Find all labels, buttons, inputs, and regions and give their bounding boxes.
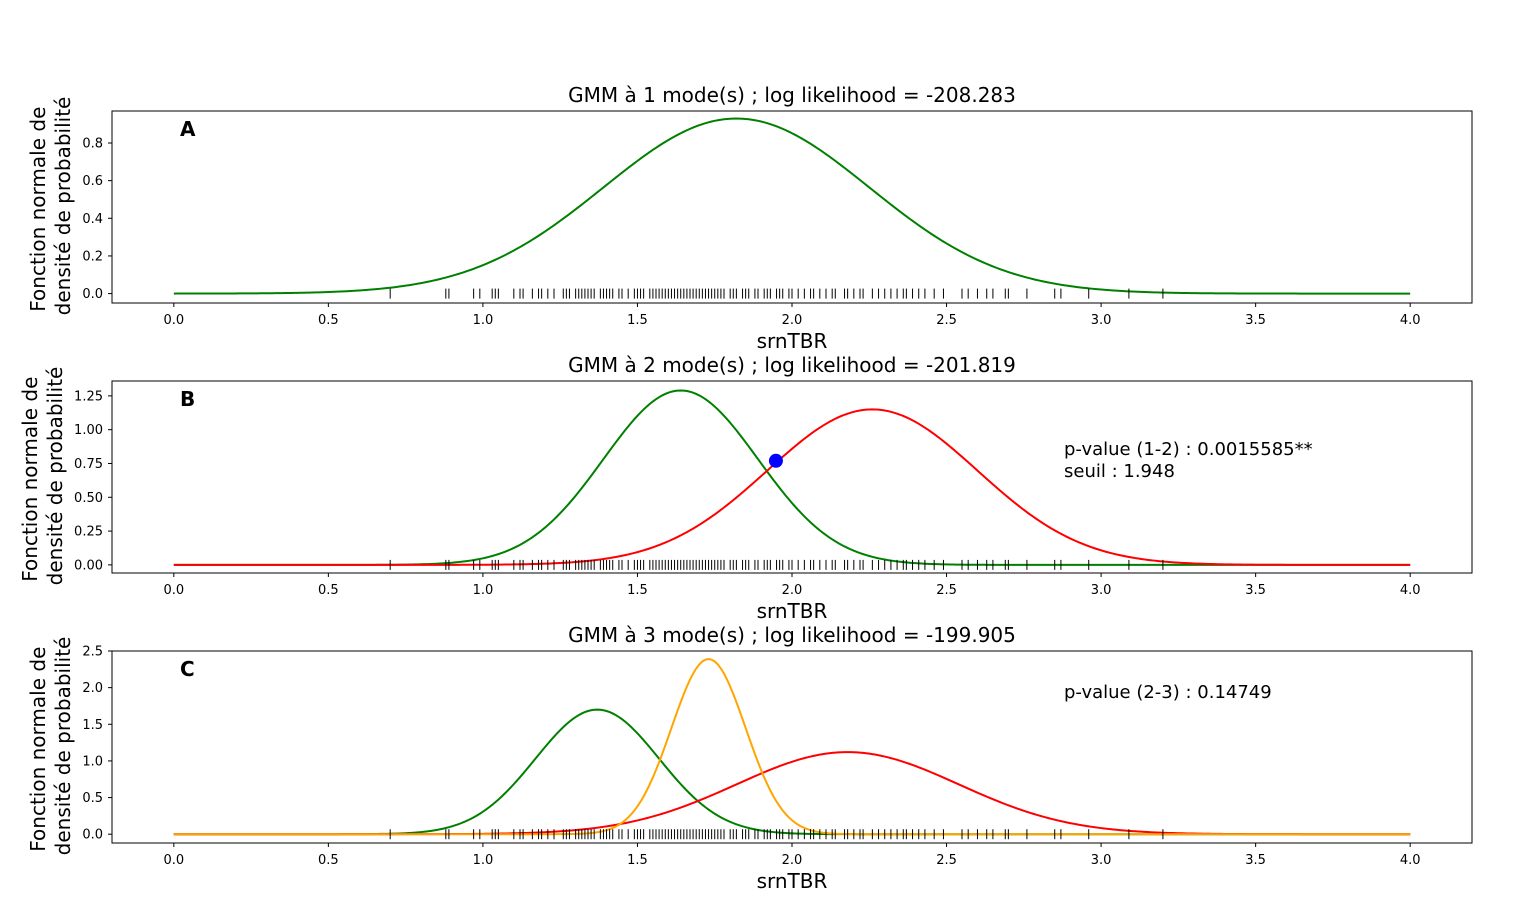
panel-c-ylabel-line-1: Fonction normale de — [26, 647, 50, 852]
panel-a-ylabel-line-1: Fonction normale de — [26, 107, 50, 312]
panel-c-xtick-label: 0.5 — [318, 853, 339, 868]
panel-c-xtick-label: 4.0 — [1400, 853, 1421, 868]
panel-b-xtick-label: 4.0 — [1400, 583, 1421, 598]
panel-a: GMM à 1 mode(s) ; log likelihood = -208.… — [26, 83, 1473, 353]
panel-c-ytick-label: 0.5 — [82, 791, 103, 806]
panel-a-ytick-label: 0.4 — [82, 212, 103, 227]
panel-a-ylabel-line-2: densité de probabilité — [51, 97, 75, 316]
panel-c-ytick-label: 1.5 — [82, 718, 103, 733]
panel-b-annotation-threshold: seuil : 1.948 — [1064, 461, 1175, 482]
panel-c-ylabel: Fonction normale de densité de probabili… — [26, 637, 75, 856]
panel-c-xtick-label: 1.0 — [473, 853, 494, 868]
panel-b-xtick-label: 3.0 — [1091, 583, 1112, 598]
panel-c-ytick-label: 2.5 — [82, 645, 103, 660]
panel-c-ytick-label: 2.0 — [82, 681, 103, 696]
panel-b-title: GMM à 2 mode(s) ; log likelihood = -201.… — [568, 353, 1016, 377]
panel-b-letter: B — [180, 387, 195, 411]
panel-b-plot: 0.0 0.5 1.0 1.5 2.0 2.5 3.0 3.5 4.0 0.00 0.25 0.50 0… — [74, 380, 1473, 598]
panel-c-xtick-label: 2.0 — [782, 853, 803, 868]
panel-c-xlabel: srnTBR — [757, 869, 828, 893]
panel-b-series-group — [173, 389, 1411, 566]
panel-c-annotation-pvalue: p-value (2-3) : 0.14749 — [1064, 682, 1272, 703]
panel-c-ytick-label: 0.0 — [82, 828, 103, 843]
panel-a-ytick-label: 0.8 — [82, 137, 103, 152]
panel-c-plot: 0.0 0.5 1.0 1.5 2.0 2.5 3.0 3.5 4.0 0.0 0.5 1.0 1.5 2… — [82, 645, 1473, 868]
panel-a-xtick-label: 3.5 — [1245, 313, 1266, 328]
panel-b-ylabel: Fonction normale de densité de probabili… — [18, 367, 67, 586]
panel-b-ytick-label: 1.00 — [74, 423, 103, 438]
panel-c-ylabel-line-2: densité de probabilité — [51, 637, 75, 856]
panel-b-ylabel-line-2: densité de probabilité — [43, 367, 67, 586]
panel-a-xtick-label: 1.0 — [473, 313, 494, 328]
panel-a-xtick-label: 2.5 — [936, 313, 957, 328]
panel-c-axes-frame — [111, 650, 1473, 844]
panel-c-title: GMM à 3 mode(s) ; log likelihood = -199.… — [568, 623, 1016, 647]
panel-c-series-3-line — [173, 658, 1411, 836]
panel-c-letter: C — [180, 657, 195, 681]
panel-a-ytick-label: 0.6 — [82, 174, 103, 189]
panel-a-ytick-label: 0.2 — [82, 249, 103, 264]
panel-a-xtick-label: 0.0 — [163, 313, 184, 328]
panel-b-xtick-label: 3.5 — [1245, 583, 1266, 598]
panel-b-annotation-pvalue: p-value (1-2) : 0.0015585** — [1064, 439, 1313, 460]
panel-a-xtick-label: 1.5 — [627, 313, 648, 328]
panel-a-plot: 0.0 0.5 1.0 1.5 2.0 2.5 3.0 3.5 4.0 0.0 0.2 0.4 0.6 0… — [82, 110, 1473, 328]
panel-b-ylabel-line-1: Fonction normale de — [18, 377, 42, 582]
panel-b-ytick-label: 1.25 — [74, 389, 103, 404]
panel-c-xtick-label: 3.5 — [1245, 853, 1266, 868]
panel-b-axes-frame — [111, 380, 1473, 574]
panel-a-xlabel: srnTBR — [757, 329, 828, 353]
panel-a-xtick-label: 3.0 — [1091, 313, 1112, 328]
panel-a-letter: A — [180, 117, 196, 141]
panel-b-xtick-label: 1.5 — [627, 583, 648, 598]
panel-c-xtick-label: 1.5 — [627, 853, 648, 868]
panel-a-xtick-label: 2.0 — [782, 313, 803, 328]
panel-c-xtick-label: 2.5 — [936, 853, 957, 868]
panel-b-ytick-label: 0.00 — [74, 558, 103, 573]
panel-a-xtick-label: 4.0 — [1400, 313, 1421, 328]
panel-b-xtick-label: 0.0 — [163, 583, 184, 598]
panel-c-ytick-label: 1.0 — [82, 754, 103, 769]
panel-b-series-2-line — [173, 408, 1411, 566]
panel-a-xtick-label: 0.5 — [318, 313, 339, 328]
panel-b-xtick-label: 2.0 — [782, 583, 803, 598]
panel-a-title: GMM à 1 mode(s) ; log likelihood = -208.… — [568, 83, 1016, 107]
panel-b-xtick-label: 2.5 — [936, 583, 957, 598]
panel-b-xtick-label: 1.0 — [473, 583, 494, 598]
panel-a-series-1-line — [173, 117, 1411, 295]
panel-b-ytick-label: 0.50 — [74, 491, 103, 506]
panel-a-axes-frame — [111, 110, 1473, 304]
panel-b-xlabel: srnTBR — [757, 599, 828, 623]
panel-c-xtick-label: 0.0 — [163, 853, 184, 868]
panel-b: GMM à 2 mode(s) ; log likelihood = -201.… — [18, 353, 1473, 623]
panel-a-ylabel: Fonction normale de densité de probabili… — [26, 97, 75, 316]
panel-c-xtick-label: 3.0 — [1091, 853, 1112, 868]
panel-b-threshold-marker — [768, 453, 783, 468]
panel-a-ytick-label: 0.0 — [82, 287, 103, 302]
panel-b-xtick-label: 0.5 — [318, 583, 339, 598]
panel-b-ytick-label: 0.25 — [74, 525, 103, 540]
panel-c: GMM à 3 mode(s) ; log likelihood = -199.… — [26, 623, 1473, 893]
panel-a-series-group — [173, 117, 1411, 295]
panel-b-ytick-label: 0.75 — [74, 457, 103, 472]
